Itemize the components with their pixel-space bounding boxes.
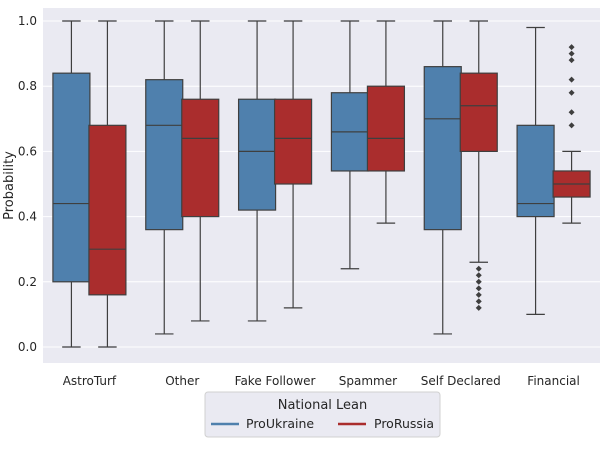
box-iqr <box>516 124 555 218</box>
y-tick-label: 0.0 <box>18 340 37 354</box>
outlier-point <box>568 89 575 96</box>
outlier-point <box>568 44 575 51</box>
box-prorussia <box>273 20 313 309</box>
plot-background <box>43 8 600 363</box>
y-axis-label: Probability <box>2 151 17 220</box>
box-iqr <box>88 124 127 296</box>
box-proukraine <box>516 26 555 315</box>
legend-label-proukraine: ProUkraine <box>246 416 314 431</box>
box-iqr <box>145 79 184 231</box>
box-iqr <box>181 98 220 218</box>
box-iqr <box>237 98 277 211</box>
y-tick-label: 1.0 <box>18 14 37 28</box>
outlier-point <box>568 109 575 116</box>
boxes <box>52 20 591 348</box>
box-prorussia <box>552 44 591 224</box>
y-tick-label: 0.4 <box>18 210 37 224</box>
x-tick-label: Fake Follower <box>235 374 316 388</box>
outlier-point <box>475 278 482 285</box>
y-axis-ticks: 0.0 0.2 0.4 0.6 0.8 1.0 <box>18 14 37 354</box>
x-tick-label: Financial <box>527 374 580 388</box>
box-proukraine <box>423 20 462 335</box>
box-iqr <box>273 98 313 185</box>
box-prorussia <box>181 20 220 322</box>
box-prorussia <box>88 20 127 348</box>
x-tick-label: Other <box>165 374 199 388</box>
outlier-point <box>568 76 575 83</box>
y-tick-label: 0.6 <box>18 144 37 158</box>
outlier-point <box>568 50 575 57</box>
box-iqr <box>423 66 462 231</box>
x-axis-ticks: AstroTurf Other Fake Follower Spammer Self D… <box>63 374 580 388</box>
outlier-point <box>475 285 482 292</box>
y-tick-label: 0.2 <box>18 275 37 289</box>
box-prorussia <box>366 20 406 224</box>
box-proukraine <box>237 20 277 322</box>
box-proukraine <box>330 20 370 270</box>
outlier-point <box>475 291 482 298</box>
box-iqr <box>52 72 91 283</box>
legend: National Lean ProUkraine ProRussia <box>204 391 441 438</box>
x-tick-label: Spammer <box>339 374 397 388</box>
gridlines <box>43 20 600 348</box>
legend-frame <box>204 391 441 438</box>
x-tick-label: Self Declared <box>421 374 501 388</box>
outlier-point <box>568 57 575 64</box>
y-tick-label: 0.8 <box>18 79 37 93</box>
outlier-point <box>568 122 575 129</box>
box-proukraine <box>145 20 184 335</box>
legend-label-prorussia: ProRussia <box>374 416 434 431</box>
box-iqr <box>459 72 498 153</box>
legend-title: National Lean <box>278 398 368 413</box>
outlier-point <box>475 304 482 311</box>
outlier-point <box>475 298 482 305</box>
x-tick-label: AstroTurf <box>63 374 117 388</box>
box-prorussia <box>459 20 498 311</box>
outlier-point <box>475 272 482 279</box>
outlier-point <box>475 265 482 272</box>
box-iqr <box>366 85 406 172</box>
